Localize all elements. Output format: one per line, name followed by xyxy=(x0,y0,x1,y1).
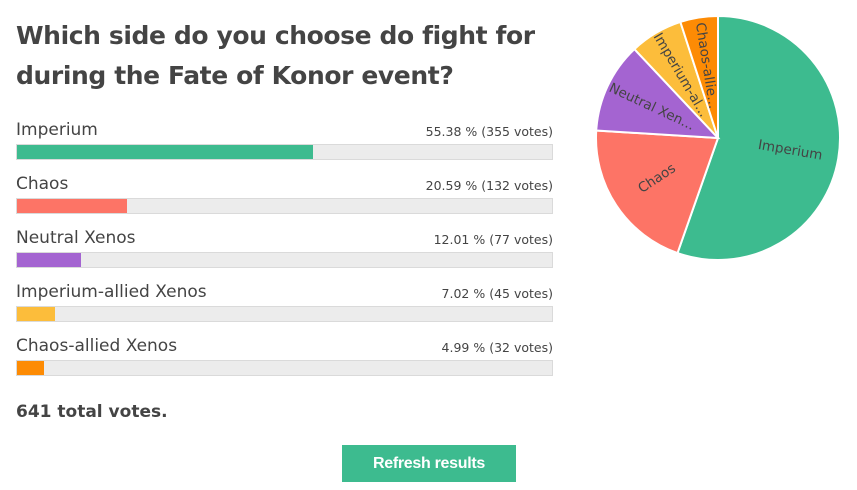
poll-option: Imperium 55.38 % (355 votes) xyxy=(16,116,553,170)
option-stat: 20.59 % (132 votes) xyxy=(425,178,553,193)
option-stat: 7.02 % (45 votes) xyxy=(441,286,553,301)
refresh-results-button[interactable]: Refresh results xyxy=(342,445,516,482)
option-bar-track xyxy=(16,360,553,376)
poll-results: Imperium 55.38 % (355 votes) Chaos 20.59… xyxy=(16,116,553,386)
option-bar-fill xyxy=(17,307,55,321)
option-bar-track xyxy=(16,198,553,214)
option-label: Neutral Xenos xyxy=(16,228,136,248)
poll-option: Chaos 20.59 % (132 votes) xyxy=(16,170,553,224)
poll-option: Chaos-allied Xenos 4.99 % (32 votes) xyxy=(16,332,553,386)
option-stat: 12.01 % (77 votes) xyxy=(433,232,553,247)
option-bar-track xyxy=(16,144,553,160)
pie-slice xyxy=(679,14,719,139)
option-label: Chaos-allied Xenos xyxy=(16,336,178,356)
option-bar-track xyxy=(16,306,553,322)
option-label: Imperium xyxy=(16,120,98,140)
option-bar-fill xyxy=(17,361,44,375)
pie-slice xyxy=(595,129,720,255)
poll-option: Imperium-allied Xenos 7.02 % (45 votes) xyxy=(16,278,553,332)
pie-slice xyxy=(595,47,721,140)
poll-question: Which side do you choose do fight for du… xyxy=(16,21,535,90)
option-stat: 4.99 % (32 votes) xyxy=(441,340,553,355)
option-bar-track xyxy=(16,252,553,268)
option-bar-fill xyxy=(17,199,128,213)
option-label: Imperium-allied Xenos xyxy=(16,282,207,302)
option-label: Chaos xyxy=(16,174,69,194)
poll-option: Neutral Xenos 12.01 % (77 votes) xyxy=(16,224,553,278)
option-bar-fill xyxy=(17,145,314,159)
option-bar-fill xyxy=(17,253,82,267)
option-stat: 55.38 % (355 votes) xyxy=(425,124,553,139)
total-votes: 641 total votes. xyxy=(16,402,168,422)
